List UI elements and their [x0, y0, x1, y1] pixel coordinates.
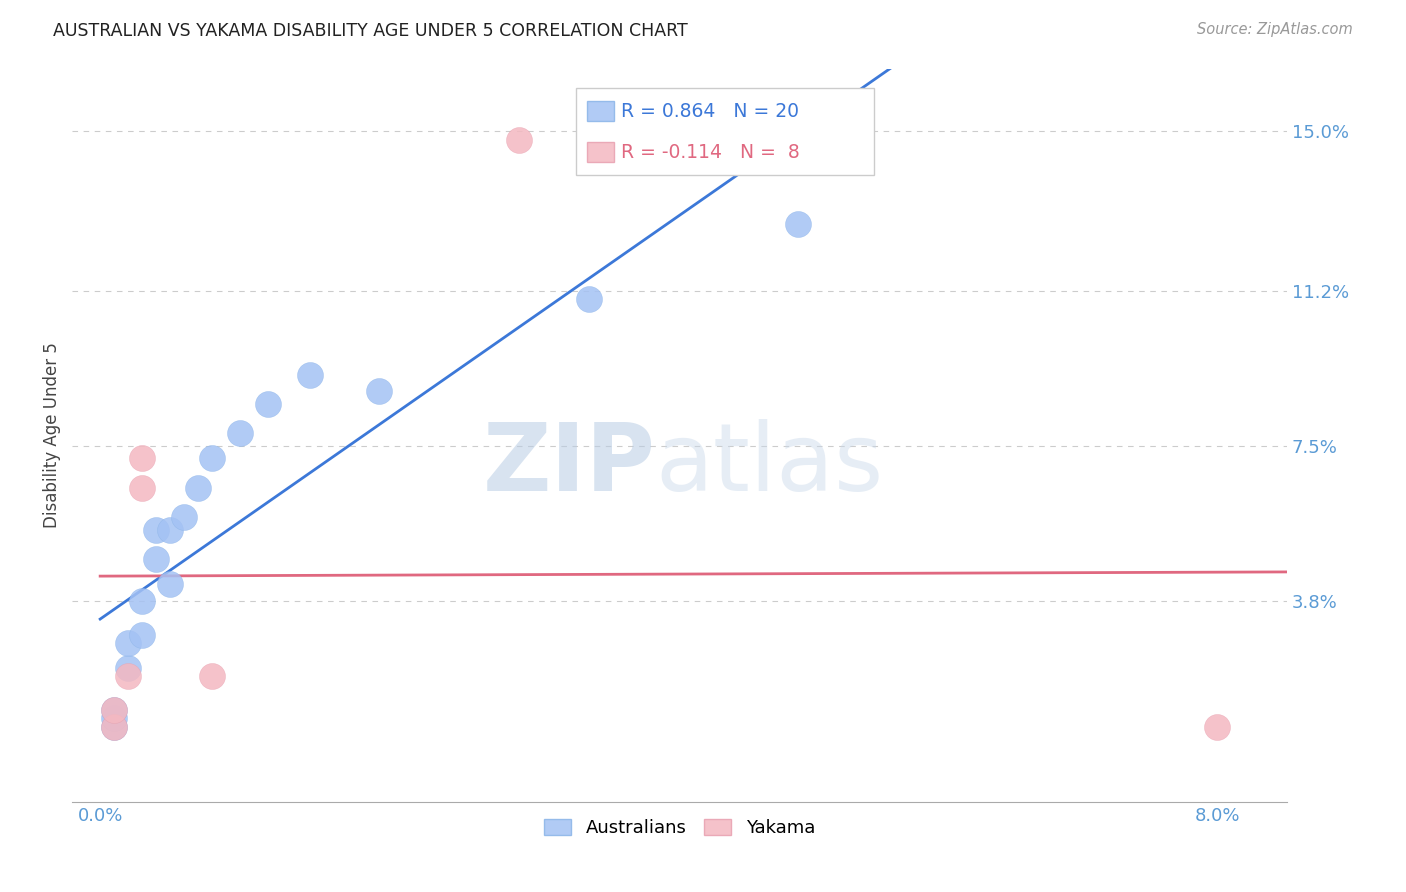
Text: R = -0.114   N =  8: R = -0.114 N = 8 — [621, 143, 800, 161]
FancyBboxPatch shape — [588, 101, 614, 121]
Point — [201, 451, 224, 466]
Point — [117, 636, 139, 650]
Point — [201, 669, 224, 683]
Point — [578, 292, 600, 306]
Text: ZIP: ZIP — [482, 418, 655, 511]
Point — [787, 217, 810, 231]
Point — [103, 703, 125, 717]
Point — [145, 523, 167, 537]
Text: Source: ZipAtlas.com: Source: ZipAtlas.com — [1197, 22, 1353, 37]
Point — [103, 720, 125, 734]
Point — [229, 426, 252, 441]
Y-axis label: Disability Age Under 5: Disability Age Under 5 — [44, 343, 60, 528]
Point — [256, 397, 278, 411]
Text: AUSTRALIAN VS YAKAMA DISABILITY AGE UNDER 5 CORRELATION CHART: AUSTRALIAN VS YAKAMA DISABILITY AGE UNDE… — [53, 22, 688, 40]
Point — [508, 133, 530, 147]
Point — [173, 510, 195, 524]
Point — [103, 720, 125, 734]
Point — [131, 594, 153, 608]
Point — [117, 661, 139, 675]
Point — [131, 451, 153, 466]
Point — [159, 577, 181, 591]
Point — [131, 627, 153, 641]
Point — [368, 384, 391, 399]
FancyBboxPatch shape — [576, 88, 875, 175]
Text: atlas: atlas — [655, 418, 883, 511]
Point — [159, 523, 181, 537]
FancyBboxPatch shape — [588, 142, 614, 162]
Point — [1206, 720, 1229, 734]
Point — [298, 368, 321, 382]
Point — [145, 552, 167, 566]
Point — [131, 481, 153, 495]
Point — [187, 481, 209, 495]
Point — [103, 703, 125, 717]
Point — [103, 711, 125, 725]
Text: R = 0.864   N = 20: R = 0.864 N = 20 — [621, 102, 799, 120]
Point — [117, 669, 139, 683]
Legend: Australians, Yakama: Australians, Yakama — [537, 812, 823, 845]
